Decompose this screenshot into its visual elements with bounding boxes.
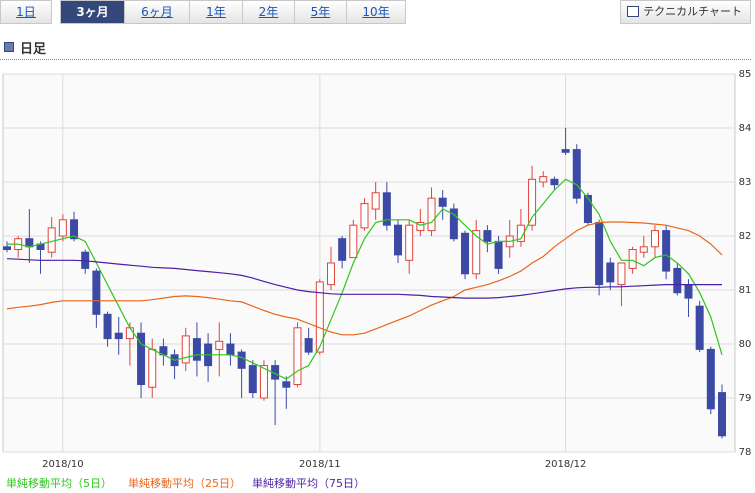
- x-tick-label: 2018/11: [299, 459, 341, 470]
- period-tab[interactable]: 1年: [189, 0, 243, 24]
- y-tick-label: 78: [739, 447, 752, 458]
- period-tab[interactable]: 6ヶ月: [124, 0, 190, 24]
- period-tab[interactable]: 2年: [242, 0, 295, 24]
- period-tab[interactable]: 1日: [0, 0, 52, 24]
- x-tick-label: 2018/10: [42, 459, 84, 470]
- candle-body: [516, 224, 525, 242]
- y-tick-label: 80: [739, 339, 752, 350]
- candle-body: [539, 176, 548, 183]
- candle-body: [293, 327, 302, 385]
- candle-body: [248, 365, 257, 394]
- period-tabs: 1日 3ヶ月 6ヶ月 1年 2年 5年 10年: [0, 0, 406, 24]
- legend-entry: 単純移動平均（25日）: [128, 476, 241, 490]
- candle-body: [718, 392, 726, 437]
- candle-body: [494, 240, 503, 269]
- period-tab[interactable]: 3ヶ月: [60, 0, 125, 24]
- moving-average-line: [6, 221, 723, 336]
- candle-body: [427, 197, 436, 232]
- candle-body: [561, 149, 570, 153]
- candle-body: [394, 224, 403, 256]
- candle-body: [360, 203, 369, 229]
- candle-body: [103, 313, 112, 340]
- icon: [627, 6, 640, 17]
- candle-body: [137, 332, 146, 386]
- candle-body: [461, 232, 470, 275]
- candle-body: [684, 284, 693, 299]
- separator: [0, 59, 751, 60]
- candle-body: [617, 262, 626, 286]
- candle-body: [114, 332, 123, 340]
- candle-body: [282, 381, 291, 388]
- candle-body: [572, 149, 581, 199]
- candle-body: [192, 338, 201, 361]
- candle-body: [338, 238, 347, 261]
- candle-body: [326, 262, 335, 286]
- candle-body: [315, 281, 324, 353]
- candle-body: [92, 270, 101, 315]
- candle-body: [304, 338, 313, 353]
- legend-entry: 単純移動平均（5日）: [6, 476, 112, 490]
- button-label: テクニカルチャート: [643, 5, 742, 18]
- candle-body: [662, 230, 671, 272]
- candle-body: [628, 249, 637, 269]
- candle-body: [349, 224, 358, 259]
- y-tick-label: 82: [739, 231, 752, 242]
- legend-entry: 単純移動平均（75日）: [252, 476, 365, 490]
- y-tick-label: 79: [739, 393, 752, 404]
- candle-body: [639, 246, 648, 253]
- candle-body: [673, 267, 682, 294]
- section-label: 日足: [20, 42, 47, 57]
- candle-body: [483, 230, 492, 242]
- y-tick-label: 85: [739, 69, 752, 80]
- candle-body: [125, 327, 134, 340]
- candle-body: [416, 222, 425, 232]
- candle-body: [3, 246, 11, 251]
- period-tab[interactable]: 10年: [346, 0, 406, 24]
- candle-body: [382, 192, 391, 226]
- candle-body: [583, 195, 592, 223]
- candle-body: [472, 230, 481, 275]
- candle-body: [528, 178, 537, 226]
- candle-body: [371, 192, 380, 210]
- y-tick-label: 81: [739, 285, 752, 296]
- candle-body: [226, 343, 235, 356]
- candle-body: [405, 224, 414, 261]
- candle-body: [438, 197, 447, 207]
- technical-chart-button[interactable]: テクニカルチャート: [620, 0, 751, 24]
- candle-body: [237, 351, 246, 369]
- candle-body: [148, 348, 157, 388]
- candle-body: [215, 340, 224, 350]
- candle-body: [650, 230, 659, 248]
- candle-body: [70, 219, 79, 240]
- candle-body: [259, 365, 268, 399]
- candle-body: [595, 222, 604, 286]
- moving-average-line: [7, 178, 723, 380]
- section-title: 日足: [4, 38, 46, 57]
- candle-body: [181, 335, 190, 364]
- candle-body: [695, 305, 704, 350]
- candle-body: [550, 178, 559, 186]
- candle-body: [606, 262, 615, 283]
- y-tick-label: 83: [739, 177, 752, 188]
- x-tick-label: 2018/12: [545, 459, 587, 470]
- candle-body: [449, 208, 458, 240]
- candle-body: [706, 348, 715, 410]
- y-tick-label: 84: [739, 123, 752, 134]
- candle-body: [58, 219, 67, 237]
- icon: [4, 42, 14, 52]
- candle-body: [47, 227, 56, 253]
- moving-average-line: [6, 258, 722, 299]
